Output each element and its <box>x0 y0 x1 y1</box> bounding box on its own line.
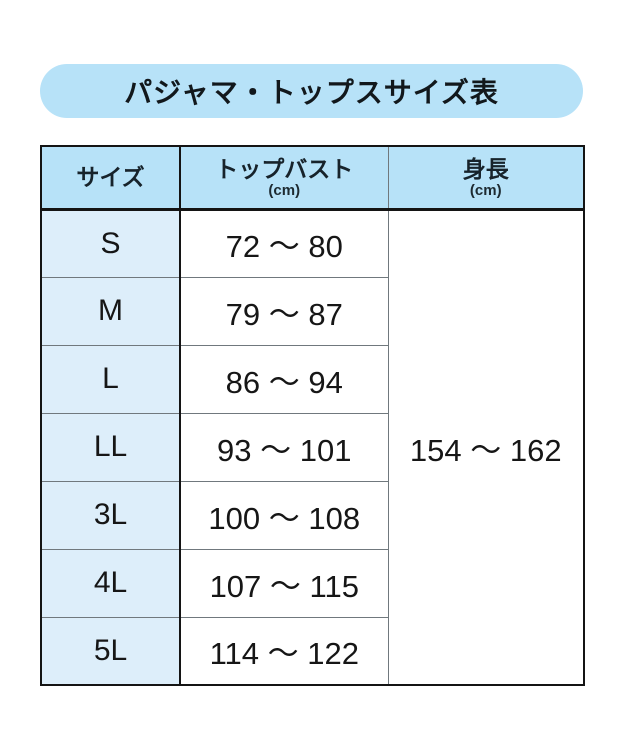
bust-range-cell: 72 〜 80 <box>180 209 389 277</box>
bust-column-label: トップバスト <box>215 156 354 183</box>
size-cell: 4L <box>41 548 181 617</box>
title-pill: パジャマ・トップスサイズ表 <box>40 64 583 118</box>
bust-range-cell: 100 〜 108 <box>180 480 389 549</box>
size-cell: S <box>41 209 181 277</box>
height-column-label: 身長 <box>462 156 509 183</box>
column-header-size: サイズ <box>41 146 181 211</box>
size-column-label: サイズ <box>76 164 145 191</box>
table-row: 3L 100 〜 108 <box>41 480 584 549</box>
size-cell: L <box>41 344 181 413</box>
size-cell: LL <box>41 412 181 481</box>
table-row: L 86 〜 94 <box>41 344 584 413</box>
bust-range-cell: 107 〜 115 <box>180 548 389 617</box>
table-row: LL 93 〜 101 <box>41 412 584 481</box>
table-row: 5L 114 〜 122 <box>41 616 584 685</box>
size-table: サイズ トップバスト (cm) 身長 (cm) S 72 〜 80 154 〜 … <box>40 145 585 686</box>
table-header-row: サイズ トップバスト (cm) 身長 (cm) <box>41 146 584 211</box>
table-row: S 72 〜 80 154 〜 162 <box>41 209 584 685</box>
size-cell: M <box>41 276 181 345</box>
bust-range-cell: 86 〜 94 <box>180 344 389 413</box>
page-title: パジャマ・トップスサイズ表 <box>124 77 499 108</box>
bust-column-unit: (cm) <box>268 182 301 200</box>
bust-range-cell: 93 〜 101 <box>180 412 389 481</box>
column-header-height: 身長 (cm) <box>388 146 584 211</box>
height-column-unit: (cm) <box>469 182 502 200</box>
height-range-cell: 154 〜 162 <box>388 209 584 685</box>
size-cell: 3L <box>41 480 181 549</box>
bust-range-cell: 114 〜 122 <box>180 616 389 685</box>
table-row: 4L 107 〜 115 <box>41 548 584 617</box>
bust-range-cell: 79 〜 87 <box>180 276 389 345</box>
size-cell: 5L <box>41 616 181 685</box>
table-row: M 79 〜 87 <box>41 276 584 345</box>
column-header-bust: トップバスト (cm) <box>180 146 389 211</box>
